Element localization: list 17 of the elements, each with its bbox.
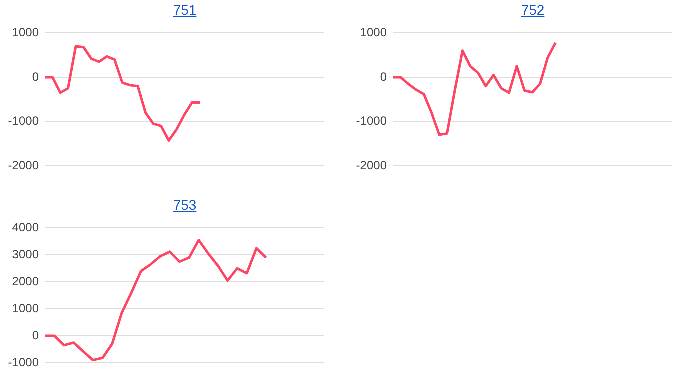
chart-title: 751 (173, 2, 197, 18)
y-tick-label: 0 (32, 328, 40, 342)
y-tick-label: -2000 (8, 158, 40, 172)
y-tick-label: -1000 (8, 114, 40, 128)
y-tick-label: 4000 (12, 220, 40, 235)
y-tick-label: 2000 (12, 274, 40, 288)
chart-title: 753 (173, 197, 197, 213)
y-tick-label: 1000 (12, 301, 40, 316)
y-tick-label: 3000 (12, 247, 40, 262)
chart-title: 752 (521, 2, 545, 18)
y-tick-label: 0 (380, 70, 388, 84)
y-tick-label: -1000 (8, 355, 40, 370)
y-tick-label: -2000 (356, 158, 388, 172)
y-tick-label: 0 (32, 70, 40, 84)
y-tick-label: 1000 (360, 26, 388, 40)
y-tick-label: -1000 (356, 114, 388, 128)
y-tick-label: 1000 (12, 26, 40, 40)
